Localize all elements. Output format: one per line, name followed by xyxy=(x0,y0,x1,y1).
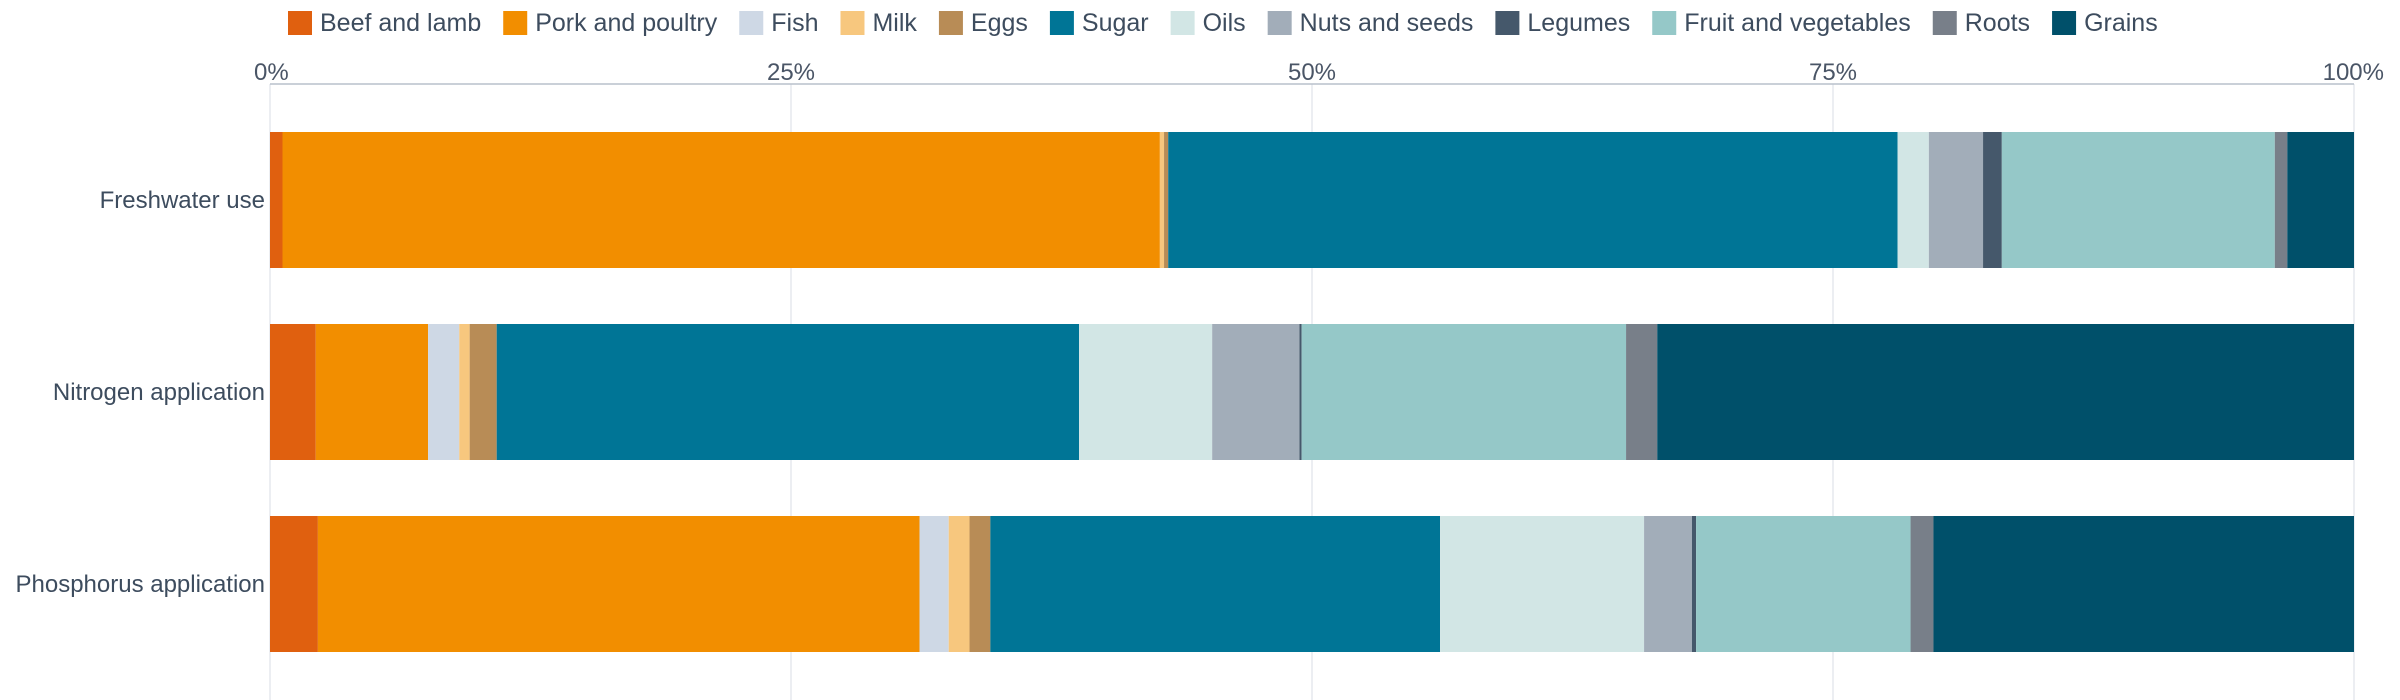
category-label: Nitrogen application xyxy=(53,379,265,406)
bar-segment xyxy=(317,516,920,652)
legend-label: Beef and lamb xyxy=(320,9,481,37)
bar-segment xyxy=(315,324,429,460)
legend-swatch xyxy=(840,11,865,35)
legend-swatch xyxy=(2052,11,2077,35)
legend-label: Sugar xyxy=(1082,9,1149,37)
bar-segment xyxy=(1696,516,1911,652)
x-tick-label: 0% xyxy=(254,59,289,86)
bar-segment xyxy=(270,132,283,268)
bar-segment xyxy=(496,324,1080,460)
bars xyxy=(270,132,2354,652)
legend-swatch xyxy=(1267,11,1292,35)
legend-label: Nuts and seeds xyxy=(1300,9,1474,37)
bar-segment xyxy=(1644,516,1692,652)
bar-segment xyxy=(2287,132,2354,268)
legend-swatch xyxy=(938,11,963,35)
bar-segment xyxy=(1657,324,2354,460)
legend-swatch xyxy=(739,11,764,35)
bar-segment xyxy=(1910,516,1934,652)
legend-label: Grains xyxy=(2084,9,2158,37)
bar-segment xyxy=(1691,516,1697,652)
legend-swatch xyxy=(503,11,528,35)
bar-segment xyxy=(1212,324,1300,460)
bar-segment xyxy=(1440,516,1645,652)
bar-segment xyxy=(1168,132,1898,268)
legend-swatch xyxy=(1170,11,1195,35)
bar-segment xyxy=(919,516,949,652)
legend-swatch xyxy=(1932,11,1957,35)
bar-segment xyxy=(2001,132,2275,268)
bar-segment xyxy=(428,324,460,460)
legend-label: Legumes xyxy=(1527,9,1630,37)
bar-segment xyxy=(282,132,1160,268)
x-tick-label: 25% xyxy=(767,59,815,86)
bar-segment xyxy=(990,516,1441,652)
bar-segment xyxy=(1626,324,1658,460)
bar-segment xyxy=(1164,132,1169,268)
bar-segment xyxy=(948,516,970,652)
bar-segment xyxy=(1301,324,1627,460)
legend-swatch xyxy=(1652,11,1677,35)
legend-swatch xyxy=(288,11,312,35)
x-tick-label: 75% xyxy=(1809,59,1857,86)
bar-segment xyxy=(469,324,497,460)
bar-segment xyxy=(969,516,991,652)
category-labels: Freshwater use Nitrogen application Phosph… xyxy=(15,187,265,598)
legend-label: Milk xyxy=(872,9,917,37)
legend-label: Fish xyxy=(771,9,818,37)
bar-segment xyxy=(1897,132,1929,268)
legend-label: Oils xyxy=(1203,9,1246,37)
bar-segment xyxy=(1933,516,2354,652)
legend: Beef and lamb Pork and poultry Fish Milk Egg… xyxy=(288,9,2158,37)
bar-segment xyxy=(270,516,318,652)
legend-label: Pork and poultry xyxy=(535,9,718,37)
bar-segment xyxy=(1928,132,1984,268)
legend-swatch xyxy=(1495,11,1520,35)
legend-label: Eggs xyxy=(971,9,1028,37)
x-axis: 0% 25% 50% 75% 100% xyxy=(254,59,2384,86)
category-label: Freshwater use xyxy=(100,187,265,214)
bar-segment xyxy=(2274,132,2288,268)
bar-segment xyxy=(459,324,470,460)
category-label: Phosphorus application xyxy=(15,571,265,598)
bar-segment xyxy=(1159,132,1165,268)
bar-segment xyxy=(270,324,316,460)
legend-swatch xyxy=(1049,11,1074,35)
legend-label: Fruit and vegetables xyxy=(1684,9,1911,37)
bar-segment xyxy=(1983,132,2002,268)
legend-label: Roots xyxy=(1965,9,2030,37)
bar-segment xyxy=(1299,324,1302,460)
x-tick-label: 100% xyxy=(2323,59,2384,86)
bar-segment xyxy=(1079,324,1213,460)
x-tick-label: 50% xyxy=(1288,59,1336,86)
